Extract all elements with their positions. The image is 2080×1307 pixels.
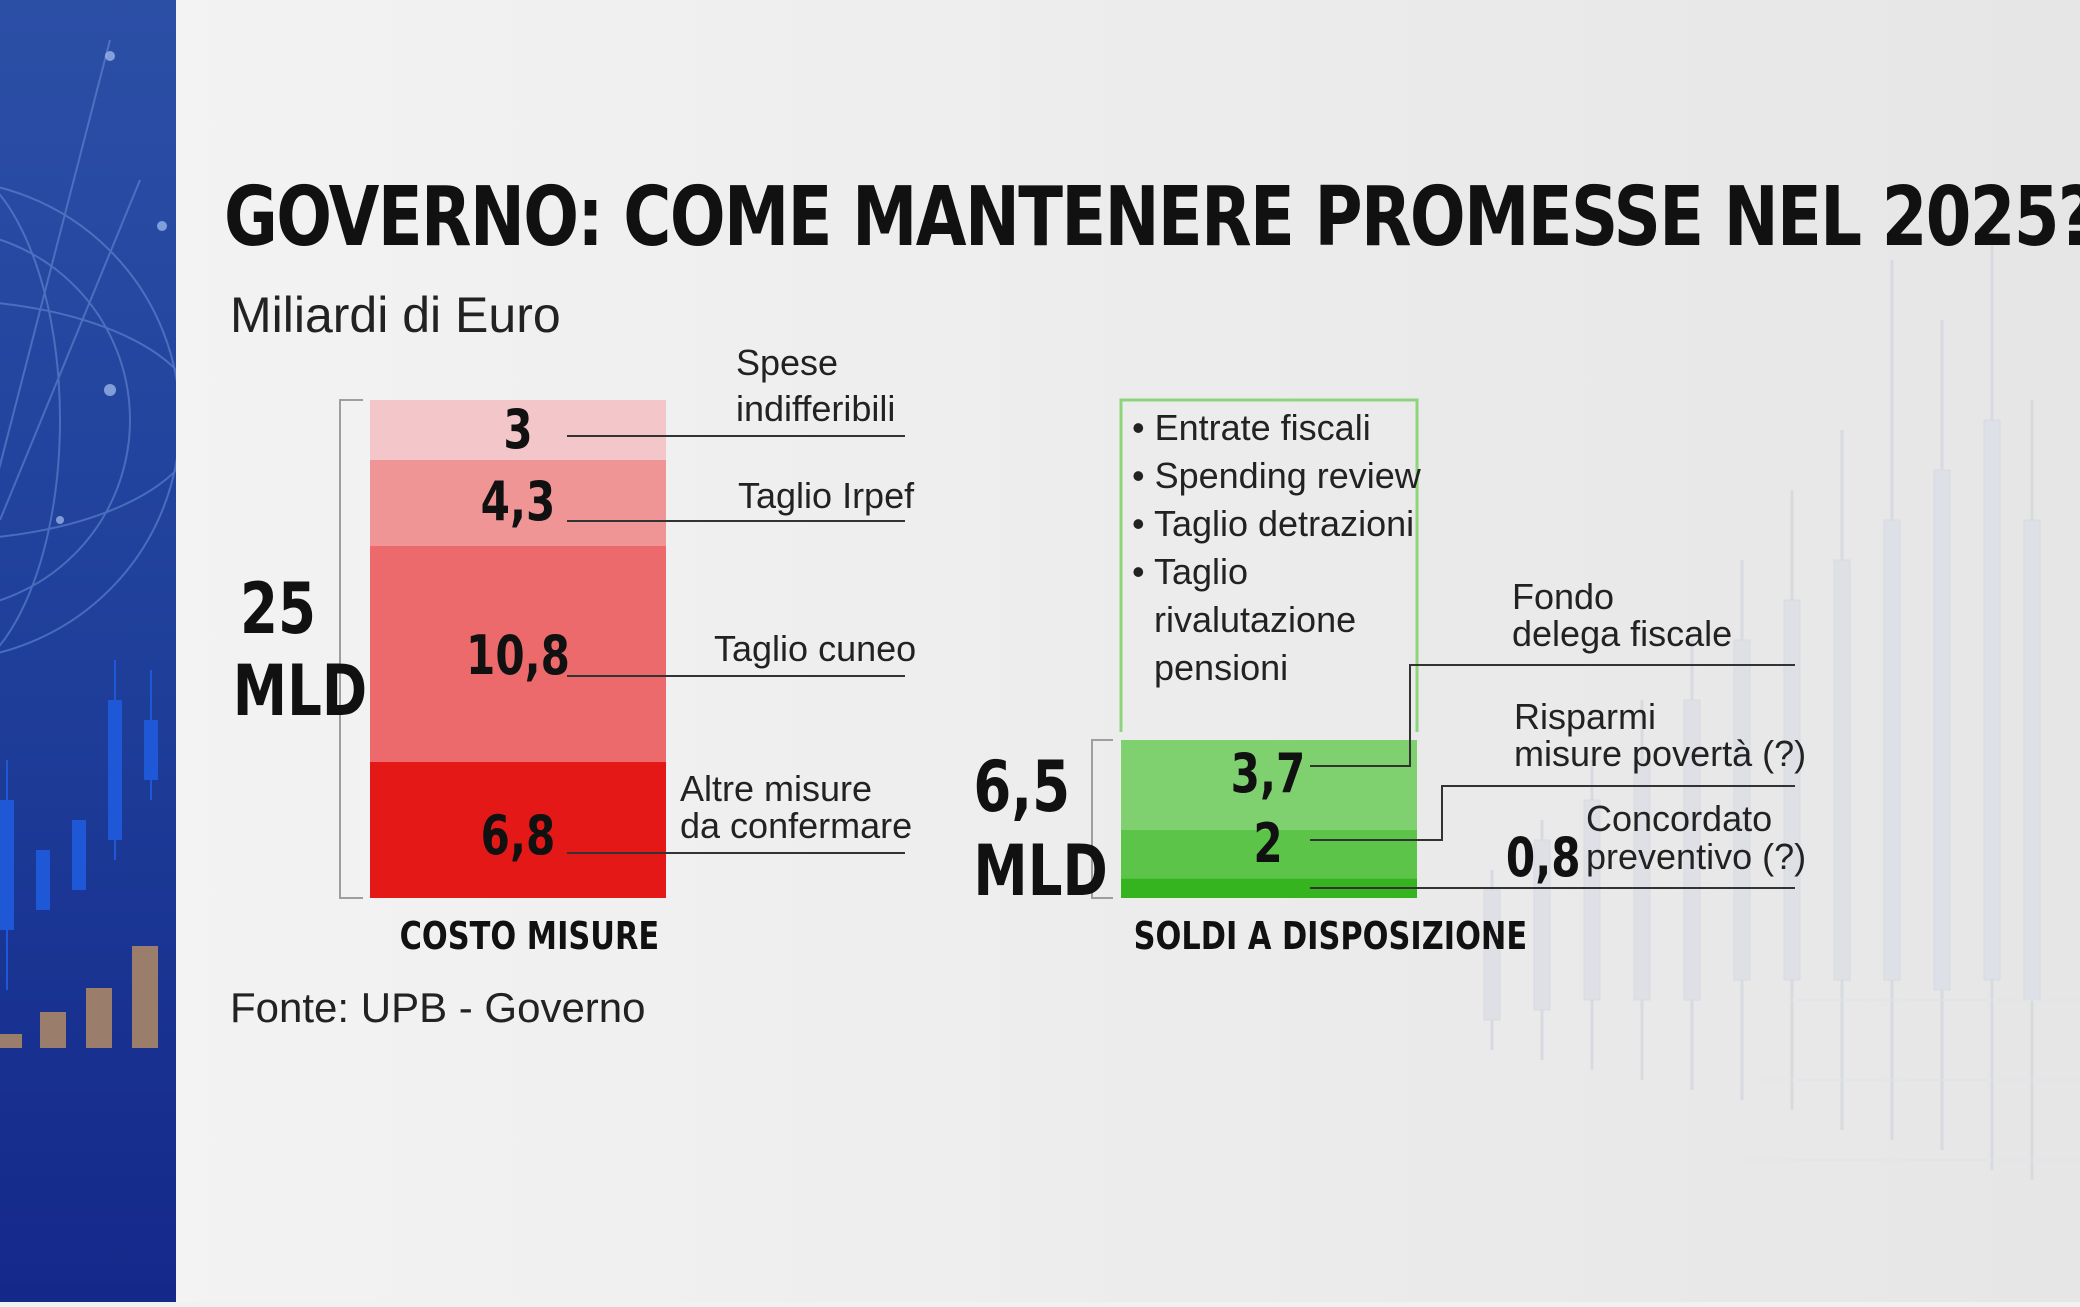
bar-segment xyxy=(370,762,666,898)
value-label: 4,3 xyxy=(480,470,556,533)
segment-label-spese: Spese xyxy=(736,342,839,383)
list-item: • Taglio detrazioni xyxy=(1132,503,1415,544)
total-number-soldi: 6,5 xyxy=(973,746,1071,828)
segment-label-concordato: Concordato xyxy=(1586,798,1773,839)
total-bracket-soldi xyxy=(1091,739,1113,899)
list-item: • Entrate fiscali xyxy=(1132,407,1371,448)
list-item: pensioni xyxy=(1154,647,1289,688)
bar-costo-misure xyxy=(370,400,666,898)
value-label: 3 xyxy=(503,398,533,461)
chart-subtitle: Miliardi di Euro xyxy=(230,287,561,343)
list-item: rivalutazione xyxy=(1154,599,1357,640)
segment-label-fondo: delega fiscale xyxy=(1512,613,1733,654)
left-decorative-panel xyxy=(0,0,201,1302)
pending-sources-list: • Entrate fiscali • Spending review • Ta… xyxy=(1132,404,1421,692)
segment-label-altre: da confermare xyxy=(680,805,913,846)
bar-segment xyxy=(1121,829,1417,879)
list-item: • Spending review xyxy=(1132,455,1421,496)
bar-segment xyxy=(370,400,666,460)
segment-label-concordato: preventivo (?) xyxy=(1586,836,1807,877)
segment-label-cuneo: Taglio cuneo xyxy=(714,628,917,669)
pending-sources-box xyxy=(1119,398,1419,732)
bar-soldi-a-disposizione xyxy=(1121,740,1417,898)
bar-segment xyxy=(370,460,666,546)
value-label: 10,8 xyxy=(466,624,570,687)
value-label: 0,8 xyxy=(1505,826,1581,889)
value-label: 3,7 xyxy=(1230,742,1306,805)
leader-line xyxy=(1310,785,1795,841)
segment-label-risparmi: Risparmi xyxy=(1514,696,1657,737)
segment-label-irpef: Taglio Irpef xyxy=(738,475,915,516)
total-number-costo: 25 xyxy=(239,568,316,650)
total-unit-soldi: MLD xyxy=(973,830,1108,912)
segment-label-altre: Altre misure xyxy=(680,768,873,809)
segment-label-risparmi: misure povertà (?) xyxy=(1514,733,1807,774)
value-label: 2 xyxy=(1253,812,1283,875)
list-item: • Taglio xyxy=(1132,551,1249,592)
segment-label-fondo: Fondo xyxy=(1512,576,1615,617)
category-label-soldi: SOLDI A DISPOSIZIONE xyxy=(1133,914,1528,958)
bar-segment xyxy=(370,546,666,762)
candlestick-decoration xyxy=(1483,210,2041,1180)
value-label: 6,8 xyxy=(480,804,556,867)
total-unit-costo: MLD xyxy=(232,650,368,732)
segment-label-spese: indifferibili xyxy=(736,388,896,429)
total-bracket-costo xyxy=(339,399,363,899)
bar-segment xyxy=(1121,740,1417,830)
leader-line xyxy=(1310,664,1795,767)
bar-segment xyxy=(1121,878,1417,898)
category-label-costo: COSTO MISURE xyxy=(399,914,660,958)
source-note: Fonte: UPB - Governo xyxy=(230,984,646,1031)
chart-title: GOVERNO: COME MANTENERE PROMESSE NEL 202… xyxy=(224,170,2080,265)
leader-lines xyxy=(567,435,1795,889)
